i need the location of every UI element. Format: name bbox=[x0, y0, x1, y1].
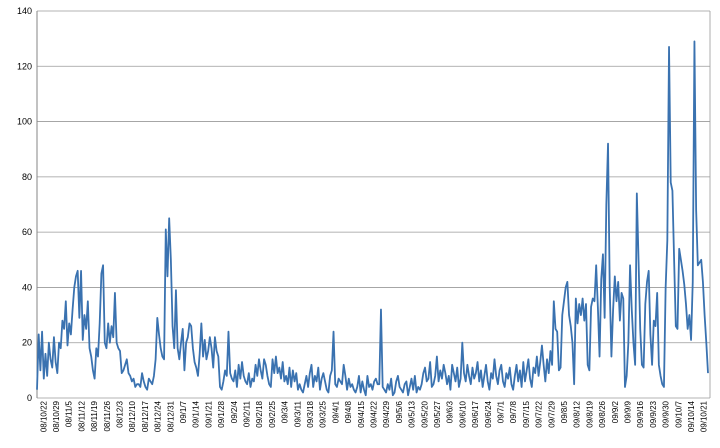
x-tick-label: 09/8/5 bbox=[560, 400, 569, 423]
x-tick-label: 09/4/22 bbox=[370, 400, 379, 427]
x-tick-label: 09/9/30 bbox=[662, 400, 671, 427]
x-tick-label: 09/4/8 bbox=[344, 400, 353, 423]
x-tick-label: 09/6/24 bbox=[484, 400, 493, 427]
x-tick-label: 09/8/26 bbox=[598, 400, 607, 427]
x-tick-label: 09/3/11 bbox=[293, 400, 302, 427]
x-tick-label: 09/1/7 bbox=[179, 400, 188, 423]
x-tick-label: 09/3/18 bbox=[306, 400, 315, 427]
x-tick-label: 09/7/1 bbox=[496, 400, 505, 423]
y-tick-label: 140 bbox=[17, 6, 32, 16]
x-tick-label: 09/8/12 bbox=[573, 400, 582, 427]
x-tick-label: 09/8/19 bbox=[585, 400, 594, 427]
x-tick-label: 09/2/25 bbox=[268, 400, 277, 427]
x-tick-label: 09/9/2 bbox=[611, 400, 620, 423]
x-tick-label: 08/11/12 bbox=[77, 400, 86, 431]
y-tick-label: 80 bbox=[22, 172, 32, 182]
x-tick-label: 09/5/6 bbox=[395, 400, 404, 423]
y-tick-label: 0 bbox=[27, 393, 32, 403]
x-tick-label: 09/10/14 bbox=[687, 400, 696, 432]
x-tick-label: 09/3/25 bbox=[319, 400, 328, 427]
series-line bbox=[36, 40, 709, 397]
x-tick-label: 08/10/29 bbox=[52, 400, 61, 432]
x-tick-label: 09/6/17 bbox=[471, 400, 480, 427]
x-tick-label: 09/3/4 bbox=[281, 400, 290, 423]
x-tick-label: 08/11/19 bbox=[90, 400, 99, 431]
y-tick-label: 40 bbox=[22, 282, 32, 292]
x-tick-label: 09/7/29 bbox=[547, 400, 556, 427]
x-tick-label: 09/1/14 bbox=[192, 400, 201, 427]
x-tick-label: 08/12/24 bbox=[154, 400, 163, 432]
x-tick-label: 09/6/10 bbox=[458, 400, 467, 427]
x-tick-label: 08/11/5 bbox=[65, 400, 74, 427]
x-tick-label: 09/2/4 bbox=[230, 400, 239, 423]
x-tick-label: 09/2/11 bbox=[243, 400, 252, 427]
x-tick-label: 08/12/31 bbox=[166, 400, 175, 432]
x-tick-label: 09/1/21 bbox=[204, 400, 213, 427]
x-tick-label: 08/12/10 bbox=[128, 400, 137, 432]
x-tick-label: 09/7/22 bbox=[535, 400, 544, 427]
series-area bbox=[36, 40, 709, 397]
x-tick-label: 09/2/18 bbox=[255, 400, 264, 427]
x-tick-label: 09/4/15 bbox=[357, 400, 366, 427]
x-tick-label: 09/7/15 bbox=[522, 400, 531, 427]
y-tick-label: 100 bbox=[17, 117, 32, 127]
x-tick-label: 09/10/21 bbox=[700, 400, 709, 432]
y-tick-label: 20 bbox=[22, 338, 32, 348]
gridlines bbox=[36, 10, 711, 399]
x-tick-label: 08/12/3 bbox=[116, 400, 125, 427]
y-axis: 0 20 40 60 80 100 120 140 bbox=[17, 6, 32, 403]
y-tick-label: 60 bbox=[22, 227, 32, 237]
x-tick-label: 09/7/8 bbox=[509, 400, 518, 423]
x-tick-label: 09/1/28 bbox=[217, 400, 226, 427]
x-tick-label: 09/9/9 bbox=[623, 400, 632, 423]
x-tick-label: 09/4/29 bbox=[382, 400, 391, 427]
x-axis: 08/10/22 08/10/29 08/11/5 08/11/12 08/11/19 0… bbox=[39, 400, 708, 432]
x-tick-label: 08/10/22 bbox=[39, 400, 48, 432]
x-tick-label: 09/5/13 bbox=[408, 400, 417, 427]
y-tick-label: 120 bbox=[17, 61, 32, 71]
x-tick-label: 09/6/3 bbox=[446, 400, 455, 423]
x-tick-label: 08/11/26 bbox=[103, 400, 112, 431]
x-tick-label: 09/4/1 bbox=[331, 400, 340, 423]
x-tick-label: 09/9/23 bbox=[649, 400, 658, 427]
x-tick-label: 09/5/20 bbox=[420, 400, 429, 427]
x-tick-label: 09/10/7 bbox=[674, 400, 683, 427]
x-tick-label: 09/5/27 bbox=[433, 400, 442, 427]
x-tick-label: 09/9/16 bbox=[636, 400, 645, 427]
x-tick-label: 08/12/17 bbox=[141, 400, 150, 432]
